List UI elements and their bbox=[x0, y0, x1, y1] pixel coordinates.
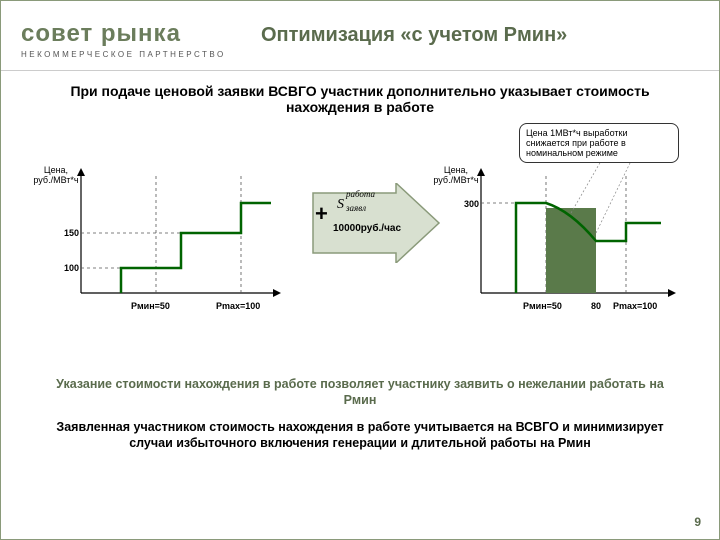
callout-box: Цена 1МВт*ч выработки снижается при рабо… bbox=[519, 123, 679, 163]
slide-title: Оптимизация «с учетом Рмин» bbox=[251, 24, 719, 47]
formula-sub: заявл bbox=[346, 203, 366, 213]
logo-sub: НЕКОММЕРЧЕСКОЕ ПАРТНЕРСТВО bbox=[21, 50, 251, 59]
logo-main: совет рынка bbox=[21, 20, 251, 48]
right-y-300: 300 bbox=[461, 199, 479, 209]
left-x-pmax: Pmax=100 bbox=[216, 301, 260, 311]
plus-sign: + bbox=[315, 201, 328, 227]
formula-S: S bbox=[337, 197, 344, 212]
right-x-80: 80 bbox=[591, 301, 601, 311]
slide: совет рынка НЕКОММЕРЧЕСКОЕ ПАРТНЕРСТВО О… bbox=[0, 0, 720, 540]
formula-sup: работа bbox=[346, 189, 375, 199]
formula: Sработазаявл bbox=[337, 197, 344, 213]
right-chart bbox=[451, 163, 681, 313]
right-x-pmin: Рмин=50 bbox=[523, 301, 562, 311]
left-y-100: 100 bbox=[61, 263, 79, 273]
right-x-pmax: Pmax=100 bbox=[613, 301, 657, 311]
arrow-caption: 10000руб./час bbox=[333, 223, 401, 234]
intro-text: При подаче ценовой заявки ВСВГО участник… bbox=[1, 71, 719, 123]
left-x-pmin: Рмин=50 bbox=[131, 301, 170, 311]
left-y-150: 150 bbox=[61, 228, 79, 238]
logo-block: совет рынка НЕКОММЕРЧЕСКОЕ ПАРТНЕРСТВО bbox=[1, 12, 251, 59]
page-number: 9 bbox=[694, 515, 701, 529]
paragraph-1: Указание стоимости нахождения в работе п… bbox=[1, 371, 719, 414]
paragraph-2: Заявленная участником стоимость нахожден… bbox=[1, 414, 719, 457]
chart-area: Цена 1МВт*ч выработки снижается при рабо… bbox=[31, 123, 689, 363]
header: совет рынка НЕКОММЕРЧЕСКОЕ ПАРТНЕРСТВО О… bbox=[1, 1, 719, 71]
left-chart bbox=[51, 163, 291, 313]
